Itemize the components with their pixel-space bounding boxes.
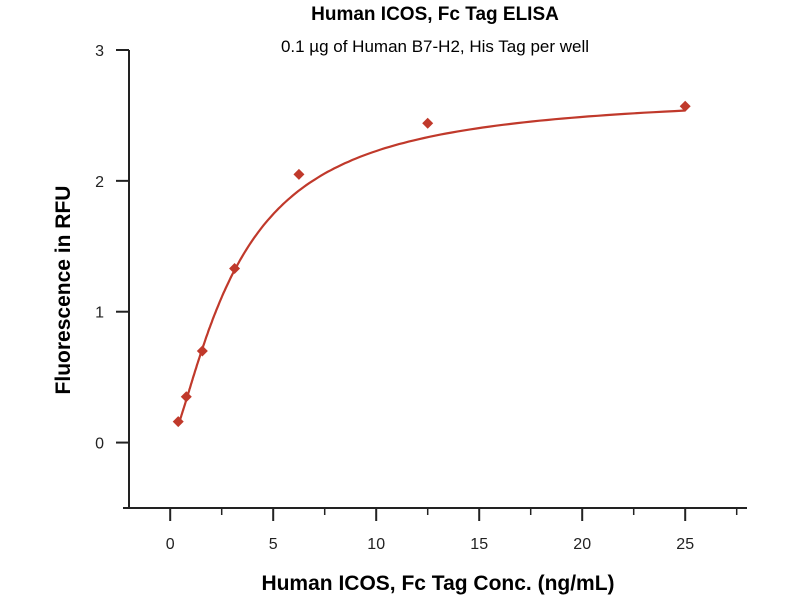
data-point [229, 263, 241, 275]
x-tick-label: 20 [573, 536, 591, 553]
data-point [196, 345, 208, 357]
x-axis-label: Human ICOS, Fc Tag Conc. (ng/mL) [261, 572, 614, 595]
x-tick-label: 5 [269, 536, 278, 553]
y-tick-label: 1 [95, 305, 104, 322]
chart-title: Human ICOS, Fc Tag ELISA [311, 4, 559, 25]
data-point [293, 168, 305, 180]
data-point [679, 100, 691, 112]
x-tick-label: 15 [470, 536, 488, 553]
chart-subtitle: 0.1 µg of Human B7-H2, His Tag per well [281, 37, 589, 56]
data-point [422, 117, 434, 129]
y-tick-label: 3 [95, 43, 104, 60]
x-tick-label: 10 [367, 536, 385, 553]
y-tick-label: 0 [95, 436, 104, 453]
y-axis-label: Fluorescence in RFU [52, 186, 75, 395]
data-point [180, 391, 192, 403]
x-tick-label: 0 [166, 536, 175, 553]
y-tick-label: 2 [95, 174, 104, 191]
x-tick-label: 25 [676, 536, 694, 553]
data-point [172, 416, 184, 428]
fit-curve [177, 109, 686, 426]
